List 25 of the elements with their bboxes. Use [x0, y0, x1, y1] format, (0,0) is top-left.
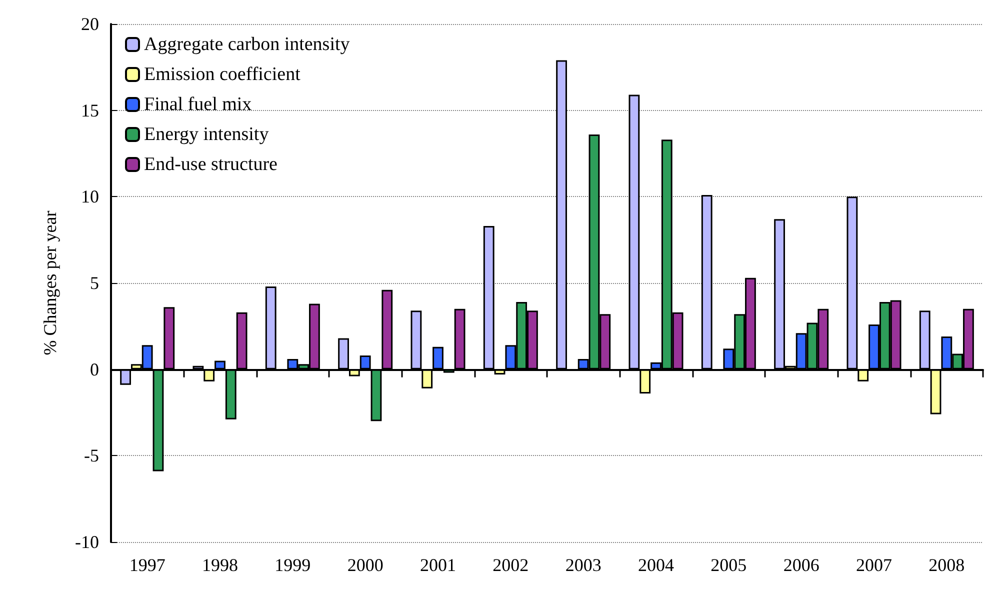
x-tick-label: 1998: [202, 555, 238, 575]
y-tick-label: -10: [75, 532, 99, 552]
y-tick-label: 0: [90, 359, 99, 380]
x-tick-label: 2006: [783, 555, 820, 575]
x-tick-label: 2005: [710, 555, 747, 575]
x-tick-label: 2007: [856, 555, 892, 575]
x-tick-label: 2003: [565, 555, 602, 575]
legend-label: Aggregate carbon intensity: [144, 34, 350, 55]
x-tick-label: 2004: [638, 555, 674, 575]
x-tick-label: 2001: [420, 555, 456, 575]
y-tick-label: 10: [81, 186, 99, 207]
x-tick-label: 2002: [492, 555, 529, 575]
x-tick-label: 2000: [347, 555, 384, 575]
y-tick-label: -5: [84, 446, 99, 466]
y-tick-label: 5: [90, 273, 99, 293]
x-tick-label: 2008: [928, 555, 965, 575]
legend-label: Energy intensity: [144, 124, 270, 145]
legend-label: Final fuel mix: [144, 94, 252, 115]
legend-label: Emission coefficient: [144, 64, 302, 85]
y-tick-label: 15: [81, 100, 99, 120]
x-tick-label: 1999: [274, 555, 311, 575]
x-tick-label: 1997: [129, 555, 166, 575]
legend-label: End-use structure: [144, 154, 278, 175]
y-axis-title: % Changes per year: [40, 210, 60, 356]
y-tick-label: 20: [81, 14, 99, 34]
